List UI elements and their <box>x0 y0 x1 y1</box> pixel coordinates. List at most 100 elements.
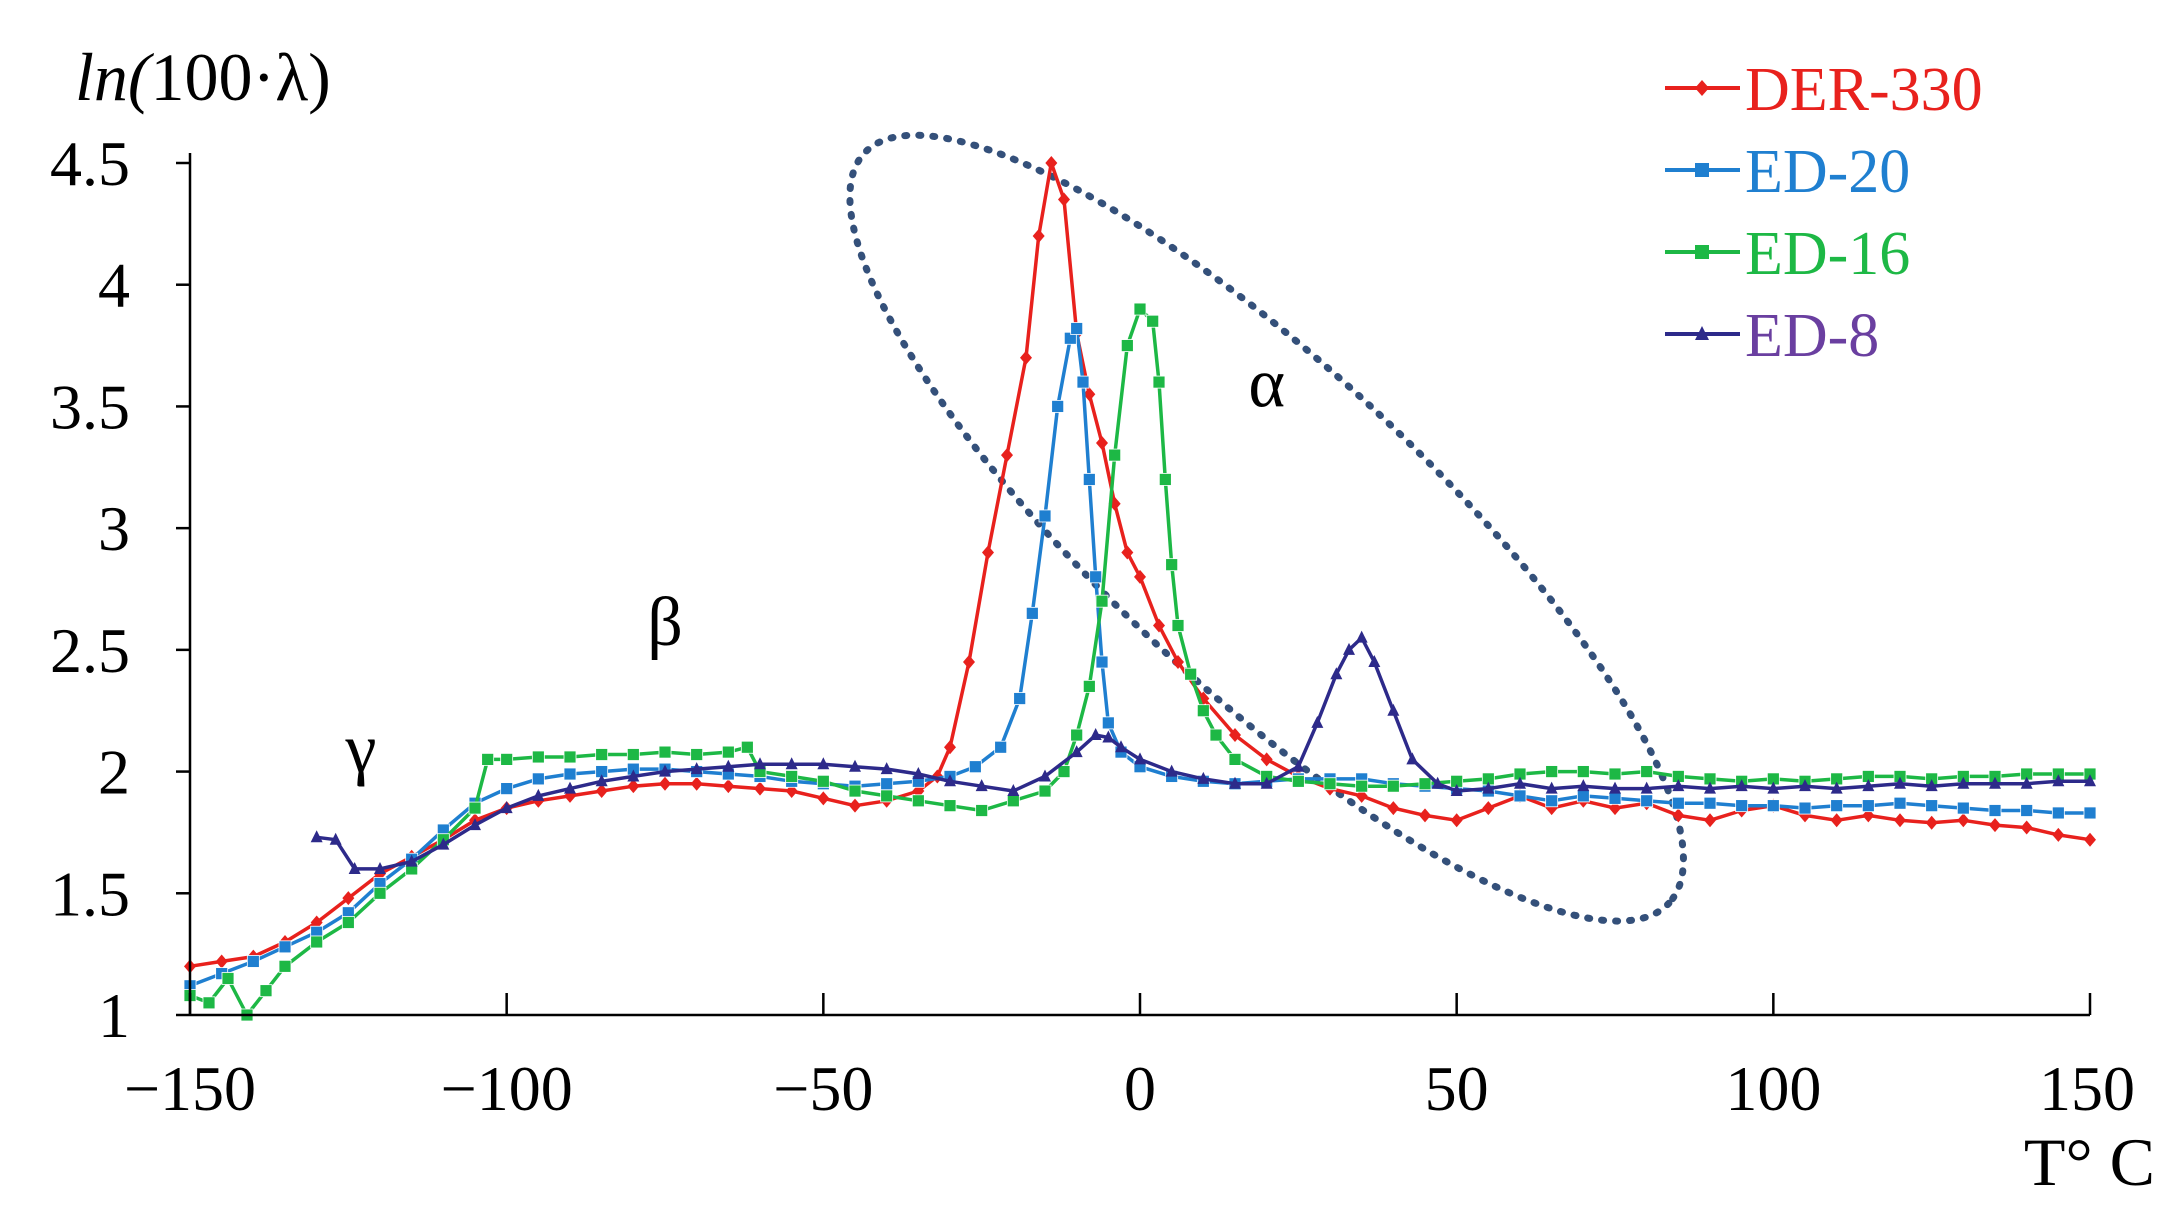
data-point-der-330-38 <box>1134 569 1146 584</box>
data-point-ed-16-17 <box>626 748 640 761</box>
data-point-ed-20-12 <box>563 767 577 781</box>
data-point-ed-8-48 <box>1609 781 1621 794</box>
data-point-der-330-50 <box>1482 801 1495 816</box>
y-axis-label: ln(100·λ) <box>75 39 331 115</box>
data-point-ed-8-58 <box>1925 779 1938 792</box>
series-ed-16 <box>183 302 2097 1022</box>
data-point-ed-16-49 <box>1291 774 1305 788</box>
data-point-der-330-21 <box>849 798 861 813</box>
series-line-ed-16 <box>189 307 2090 1017</box>
data-point-ed-20-10 <box>500 782 514 796</box>
y-tick-label-3: 2.5 <box>50 615 130 686</box>
data-point-ed-16-44 <box>1184 667 1198 681</box>
data-point-ed-8-0 <box>310 830 323 843</box>
axes: 1 1.5 2 2.5 3 3.5 4 4.5 −150 −100 −50 0 50 100 150 <box>50 128 2135 1124</box>
data-point-ed-8-19 <box>880 762 893 775</box>
data-point-ed-8-11 <box>627 769 640 782</box>
data-point-ed-8-62 <box>2052 774 2065 787</box>
data-point-ed-20-66 <box>1988 804 2002 817</box>
data-point-ed-20-54 <box>1608 791 1622 805</box>
data-point-ed-8-2 <box>348 861 361 874</box>
data-point-ed-8-52 <box>1735 779 1748 792</box>
data-point-ed-20-34 <box>1082 473 1096 486</box>
data-point-ed-16-35 <box>1095 594 1109 608</box>
x-tick-label-1: −100 <box>441 1053 573 1124</box>
data-point-ed-16-33 <box>1070 728 1084 742</box>
data-point-der-330-5 <box>342 891 355 906</box>
data-point-der-330-63 <box>1894 813 1906 828</box>
x-tick-label-2: −50 <box>773 1053 873 1124</box>
data-point-ed-8-53 <box>1767 781 1780 794</box>
x-tick-label-6: 150 <box>2039 1053 2135 1124</box>
data-point-ed-16-57 <box>1545 765 1559 778</box>
data-point-ed-20-2 <box>246 955 260 968</box>
data-point-ed-20-55 <box>1640 794 1654 808</box>
data-point-ed-8-50 <box>1672 779 1685 792</box>
data-point-ed-16-26 <box>880 789 894 803</box>
alpha-highlight-ellipse <box>846 131 1687 925</box>
data-point-ed-8-22 <box>975 779 988 792</box>
data-point-der-330-31 <box>1045 156 1058 170</box>
x-tick-label-5: 100 <box>1725 1053 1821 1124</box>
data-point-der-330-39 <box>1153 618 1165 633</box>
data-point-ed-20-36 <box>1095 655 1109 669</box>
data-point-ed-20-53 <box>1576 789 1590 803</box>
data-point-ed-20-64 <box>1925 799 1939 813</box>
data-point-ed-20-63 <box>1893 796 1907 810</box>
legend-item-der-330: DER-330 <box>1665 56 1983 124</box>
data-point-der-330-67 <box>2020 820 2033 835</box>
data-point-ed-16-42 <box>1165 558 1179 572</box>
data-point-ed-20-30 <box>1051 400 1065 413</box>
data-point-ed-16-1 <box>202 996 216 1010</box>
data-point-ed-20-22 <box>880 777 894 791</box>
data-point-ed-20-27 <box>1013 692 1027 705</box>
y-tick-label-0: 1 <box>98 980 130 1051</box>
data-point-ed-8-5 <box>437 837 450 850</box>
data-point-ed-16-4 <box>259 984 273 998</box>
data-point-der-330-25 <box>944 740 956 755</box>
legend-item-ed-8: ED-8 <box>1665 302 1879 370</box>
data-point-ed-20-61 <box>1830 799 1844 813</box>
data-point-ed-8-1 <box>329 832 342 845</box>
data-point-ed-16-21 <box>740 740 754 754</box>
data-point-der-330-16 <box>690 776 703 791</box>
series-line-der-330 <box>189 161 2091 969</box>
data-point-ed-16-20 <box>721 745 735 759</box>
x-tick-label-4: 50 <box>1425 1053 1489 1124</box>
data-point-ed-20-65 <box>1956 801 1970 815</box>
data-point-ed-16-23 <box>785 770 799 783</box>
data-point-der-330-34 <box>1083 387 1096 402</box>
data-point-ed-8-25 <box>1070 745 1083 758</box>
data-point-der-330-13 <box>595 784 608 799</box>
data-point-ed-8-54 <box>1799 779 1811 792</box>
legend-marker-ed-16 <box>1695 245 1709 259</box>
data-point-der-330-1 <box>215 954 228 969</box>
legend: DER-330 ED-20 ED-16 ED-8 <box>1665 56 1983 370</box>
legend-label-ed-8: ED-8 <box>1745 302 1879 370</box>
data-point-ed-8-37 <box>1343 642 1355 655</box>
data-point-ed-16-27 <box>911 794 925 808</box>
data-point-ed-8-28 <box>1115 740 1127 753</box>
data-point-ed-20-62 <box>1861 799 1875 813</box>
data-point-ed-8-38 <box>1355 630 1368 643</box>
data-point-ed-8-14 <box>722 759 735 772</box>
data-point-der-330-65 <box>1957 813 1970 828</box>
data-point-ed-16-11 <box>468 801 482 815</box>
legend-marker-ed-20 <box>1695 163 1709 177</box>
data-point-der-330-56 <box>1672 808 1685 823</box>
data-point-der-330-28 <box>1001 448 1013 463</box>
data-point-ed-16-60 <box>1640 765 1654 778</box>
data-point-der-330-40 <box>1172 655 1184 670</box>
data-point-ed-8-20 <box>912 767 925 780</box>
data-point-ed-16-29 <box>975 804 989 817</box>
y-tick-label-4: 3 <box>98 493 130 564</box>
data-point-ed-16-53 <box>1418 777 1432 791</box>
data-point-der-330-47 <box>1387 801 1400 816</box>
y-tick-label-1: 1.5 <box>50 858 130 929</box>
data-point-ed-20-26 <box>994 740 1008 754</box>
annotations: α β γ <box>345 345 1285 787</box>
series-ed-20 <box>183 322 2097 993</box>
y-tick-label-2: 2 <box>98 737 130 808</box>
data-point-ed-16-19 <box>690 748 704 761</box>
alpha-region-ellipse <box>846 131 1687 925</box>
